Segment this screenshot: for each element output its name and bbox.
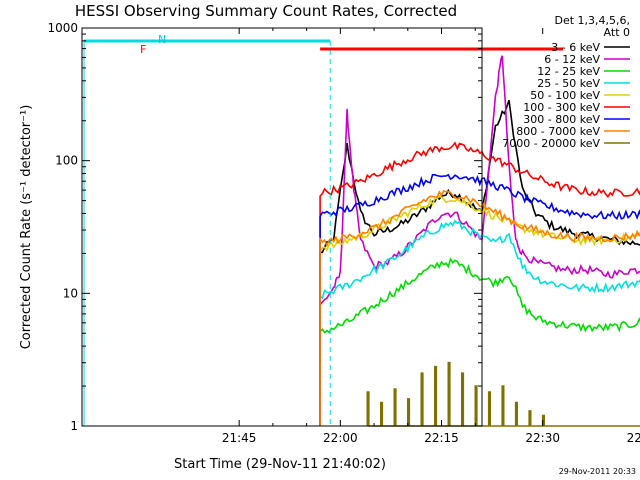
series-line-2 bbox=[319, 257, 640, 426]
x-tick-label: 22:45 bbox=[627, 431, 640, 445]
x-axis-label: Start Time (29-Nov-11 21:40:02) bbox=[174, 457, 386, 472]
legend-label-2: 12 - 25 keV bbox=[537, 65, 600, 78]
plot-frame bbox=[81, 27, 483, 427]
y-tick-label: 10 bbox=[63, 286, 78, 300]
legend-header-line-1: Det 1,3,4,5,6, bbox=[554, 14, 630, 27]
series-line-5 bbox=[319, 141, 640, 426]
chart-title: HESSI Observing Summary Count Rates, Cor… bbox=[75, 2, 457, 20]
axis-ticks: 21:4522:0022:1522:3022:4523:0023:1511010… bbox=[47, 21, 640, 445]
y-tick-label: 1000 bbox=[47, 21, 78, 35]
legend-label-4: 50 - 100 keV bbox=[530, 89, 600, 102]
x-tick-label: 22:15 bbox=[424, 431, 459, 445]
legend-header-line-2: Att 0 bbox=[604, 26, 630, 39]
series-line-6 bbox=[319, 173, 640, 426]
y-tick-label: 1 bbox=[70, 419, 78, 433]
legend-label-0: 3 - 6 keV bbox=[551, 41, 600, 54]
legend-label-6: 300 - 800 keV bbox=[523, 113, 600, 126]
plot-area bbox=[83, 39, 640, 427]
legend-label-3: 25 - 50 keV bbox=[537, 77, 600, 90]
legend-label-1: 6 - 12 keV bbox=[544, 53, 600, 66]
legend-label-5: 100 - 300 keV bbox=[523, 101, 600, 114]
series-line-3 bbox=[319, 219, 640, 426]
date-stamp: 29-Nov-2011 20:33 bbox=[559, 467, 636, 476]
series-line-8 bbox=[366, 361, 640, 427]
x-tick-label: 21:45 bbox=[222, 431, 257, 445]
y-axis-label: Corrected Count Rate (s⁻¹ detector⁻¹) bbox=[19, 105, 34, 350]
legend-label-8: 7000 - 20000 keV bbox=[502, 137, 600, 150]
night-label: N bbox=[158, 33, 166, 46]
x-tick-label: 22:00 bbox=[323, 431, 358, 445]
x-tick-label: 22:30 bbox=[525, 431, 560, 445]
series-line-0 bbox=[319, 99, 640, 426]
series-line-7 bbox=[319, 189, 640, 426]
y-tick-label: 100 bbox=[55, 154, 78, 168]
legend-label-7: 800 - 7000 keV bbox=[516, 125, 600, 138]
flare-label: F bbox=[140, 43, 146, 56]
